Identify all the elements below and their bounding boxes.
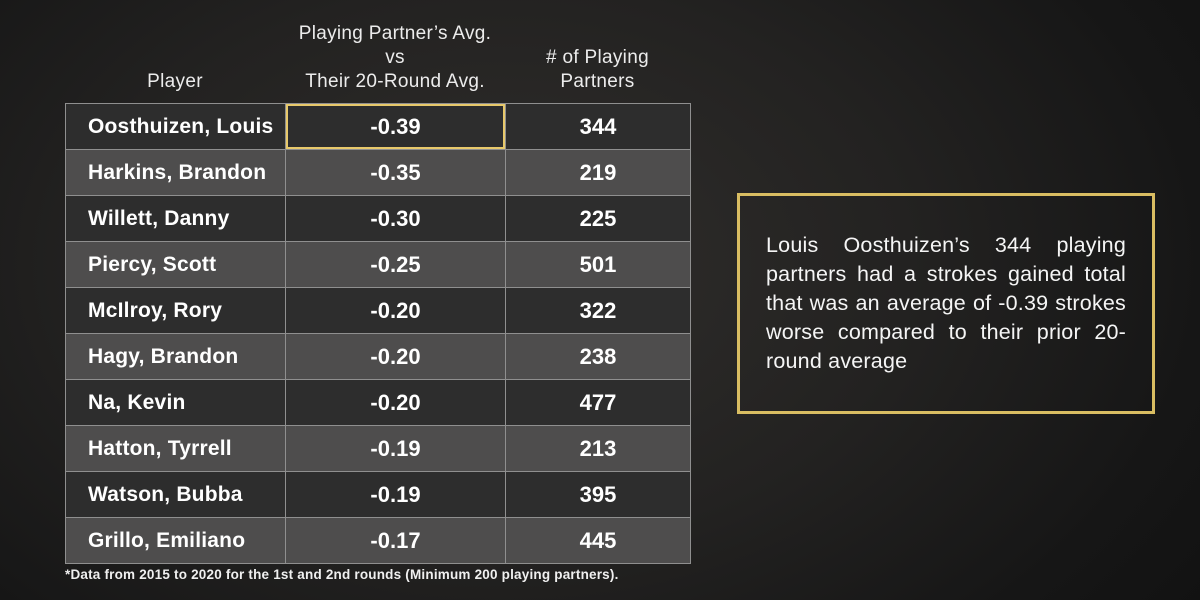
header-num-partners: # of Playing Partners: [546, 47, 649, 92]
player-name-cell: Willett, Danny: [65, 195, 286, 242]
partners-count-cell: 225: [505, 195, 691, 242]
partners-count-cell: 213: [505, 425, 691, 472]
player-name-cell: Grillo, Emiliano: [65, 517, 286, 564]
player-name-cell: Oosthuizen, Louis: [65, 103, 286, 150]
partners-count-cell: 219: [505, 149, 691, 196]
avg-cell: -0.20: [285, 287, 506, 334]
player-name-cell: McIlroy, Rory: [65, 287, 286, 334]
partners-count-cell: 477: [505, 379, 691, 426]
partners-count-cell: 322: [505, 287, 691, 334]
avg-cell: -0.17: [285, 517, 506, 564]
avg-cell: -0.30: [285, 195, 506, 242]
table-body: Oosthuizen, Louis -0.39 344 Harkins, Brando…: [65, 103, 691, 564]
table-row: Na, Kevin -0.20 477: [65, 379, 691, 426]
player-name-cell: Harkins, Brandon: [65, 149, 286, 196]
avg-cell: -0.25: [285, 241, 506, 288]
player-name-cell: Hagy, Brandon: [65, 333, 286, 380]
avg-cell: -0.19: [285, 471, 506, 518]
callout-box: Louis Oosthuizen’s 344 playing partners …: [737, 193, 1155, 414]
player-name-cell: Hatton, Tyrrell: [65, 425, 286, 472]
partners-count-cell: 445: [505, 517, 691, 564]
stats-table: Oosthuizen, Louis -0.39 344 Harkins, Brando…: [65, 103, 691, 564]
table-row: Hatton, Tyrrell -0.19 213: [65, 425, 691, 472]
table-header-row: Player Playing Partner’s Avg. vs Their 2…: [65, 10, 690, 103]
header-partner-avg: Playing Partner’s Avg. vs Their 20-Round…: [298, 23, 492, 92]
table-row: Grillo, Emiliano -0.17 445: [65, 517, 691, 564]
table-row: Harkins, Brandon -0.35 219: [65, 149, 691, 196]
partners-count-cell: 395: [505, 471, 691, 518]
partners-count-cell: 238: [505, 333, 691, 380]
table-row: Hagy, Brandon -0.20 238: [65, 333, 691, 380]
table-row: Oosthuizen, Louis -0.39 344: [65, 103, 691, 150]
stats-table-zone: Player Playing Partner’s Avg. vs Their 2…: [65, 10, 691, 564]
partners-count-cell: 344: [505, 103, 691, 150]
player-name-cell: Na, Kevin: [65, 379, 286, 426]
callout-text: Louis Oosthuizen’s 344 playing partners …: [766, 233, 1126, 373]
avg-cell: -0.19: [285, 425, 506, 472]
header-player: Player: [147, 71, 203, 92]
player-name-cell: Watson, Bubba: [65, 471, 286, 518]
table-row: Watson, Bubba -0.19 395: [65, 471, 691, 518]
avg-cell: -0.20: [285, 333, 506, 380]
footnote: *Data from 2015 to 2020 for the 1st and …: [65, 567, 619, 582]
table-row: Piercy, Scott -0.25 501: [65, 241, 691, 288]
player-name-cell: Piercy, Scott: [65, 241, 286, 288]
avg-cell: -0.20: [285, 379, 506, 426]
partners-count-cell: 501: [505, 241, 691, 288]
avg-cell-highlighted: -0.39: [285, 103, 506, 150]
table-row: Willett, Danny -0.30 225: [65, 195, 691, 242]
table-row: McIlroy, Rory -0.20 322: [65, 287, 691, 334]
avg-cell: -0.35: [285, 149, 506, 196]
